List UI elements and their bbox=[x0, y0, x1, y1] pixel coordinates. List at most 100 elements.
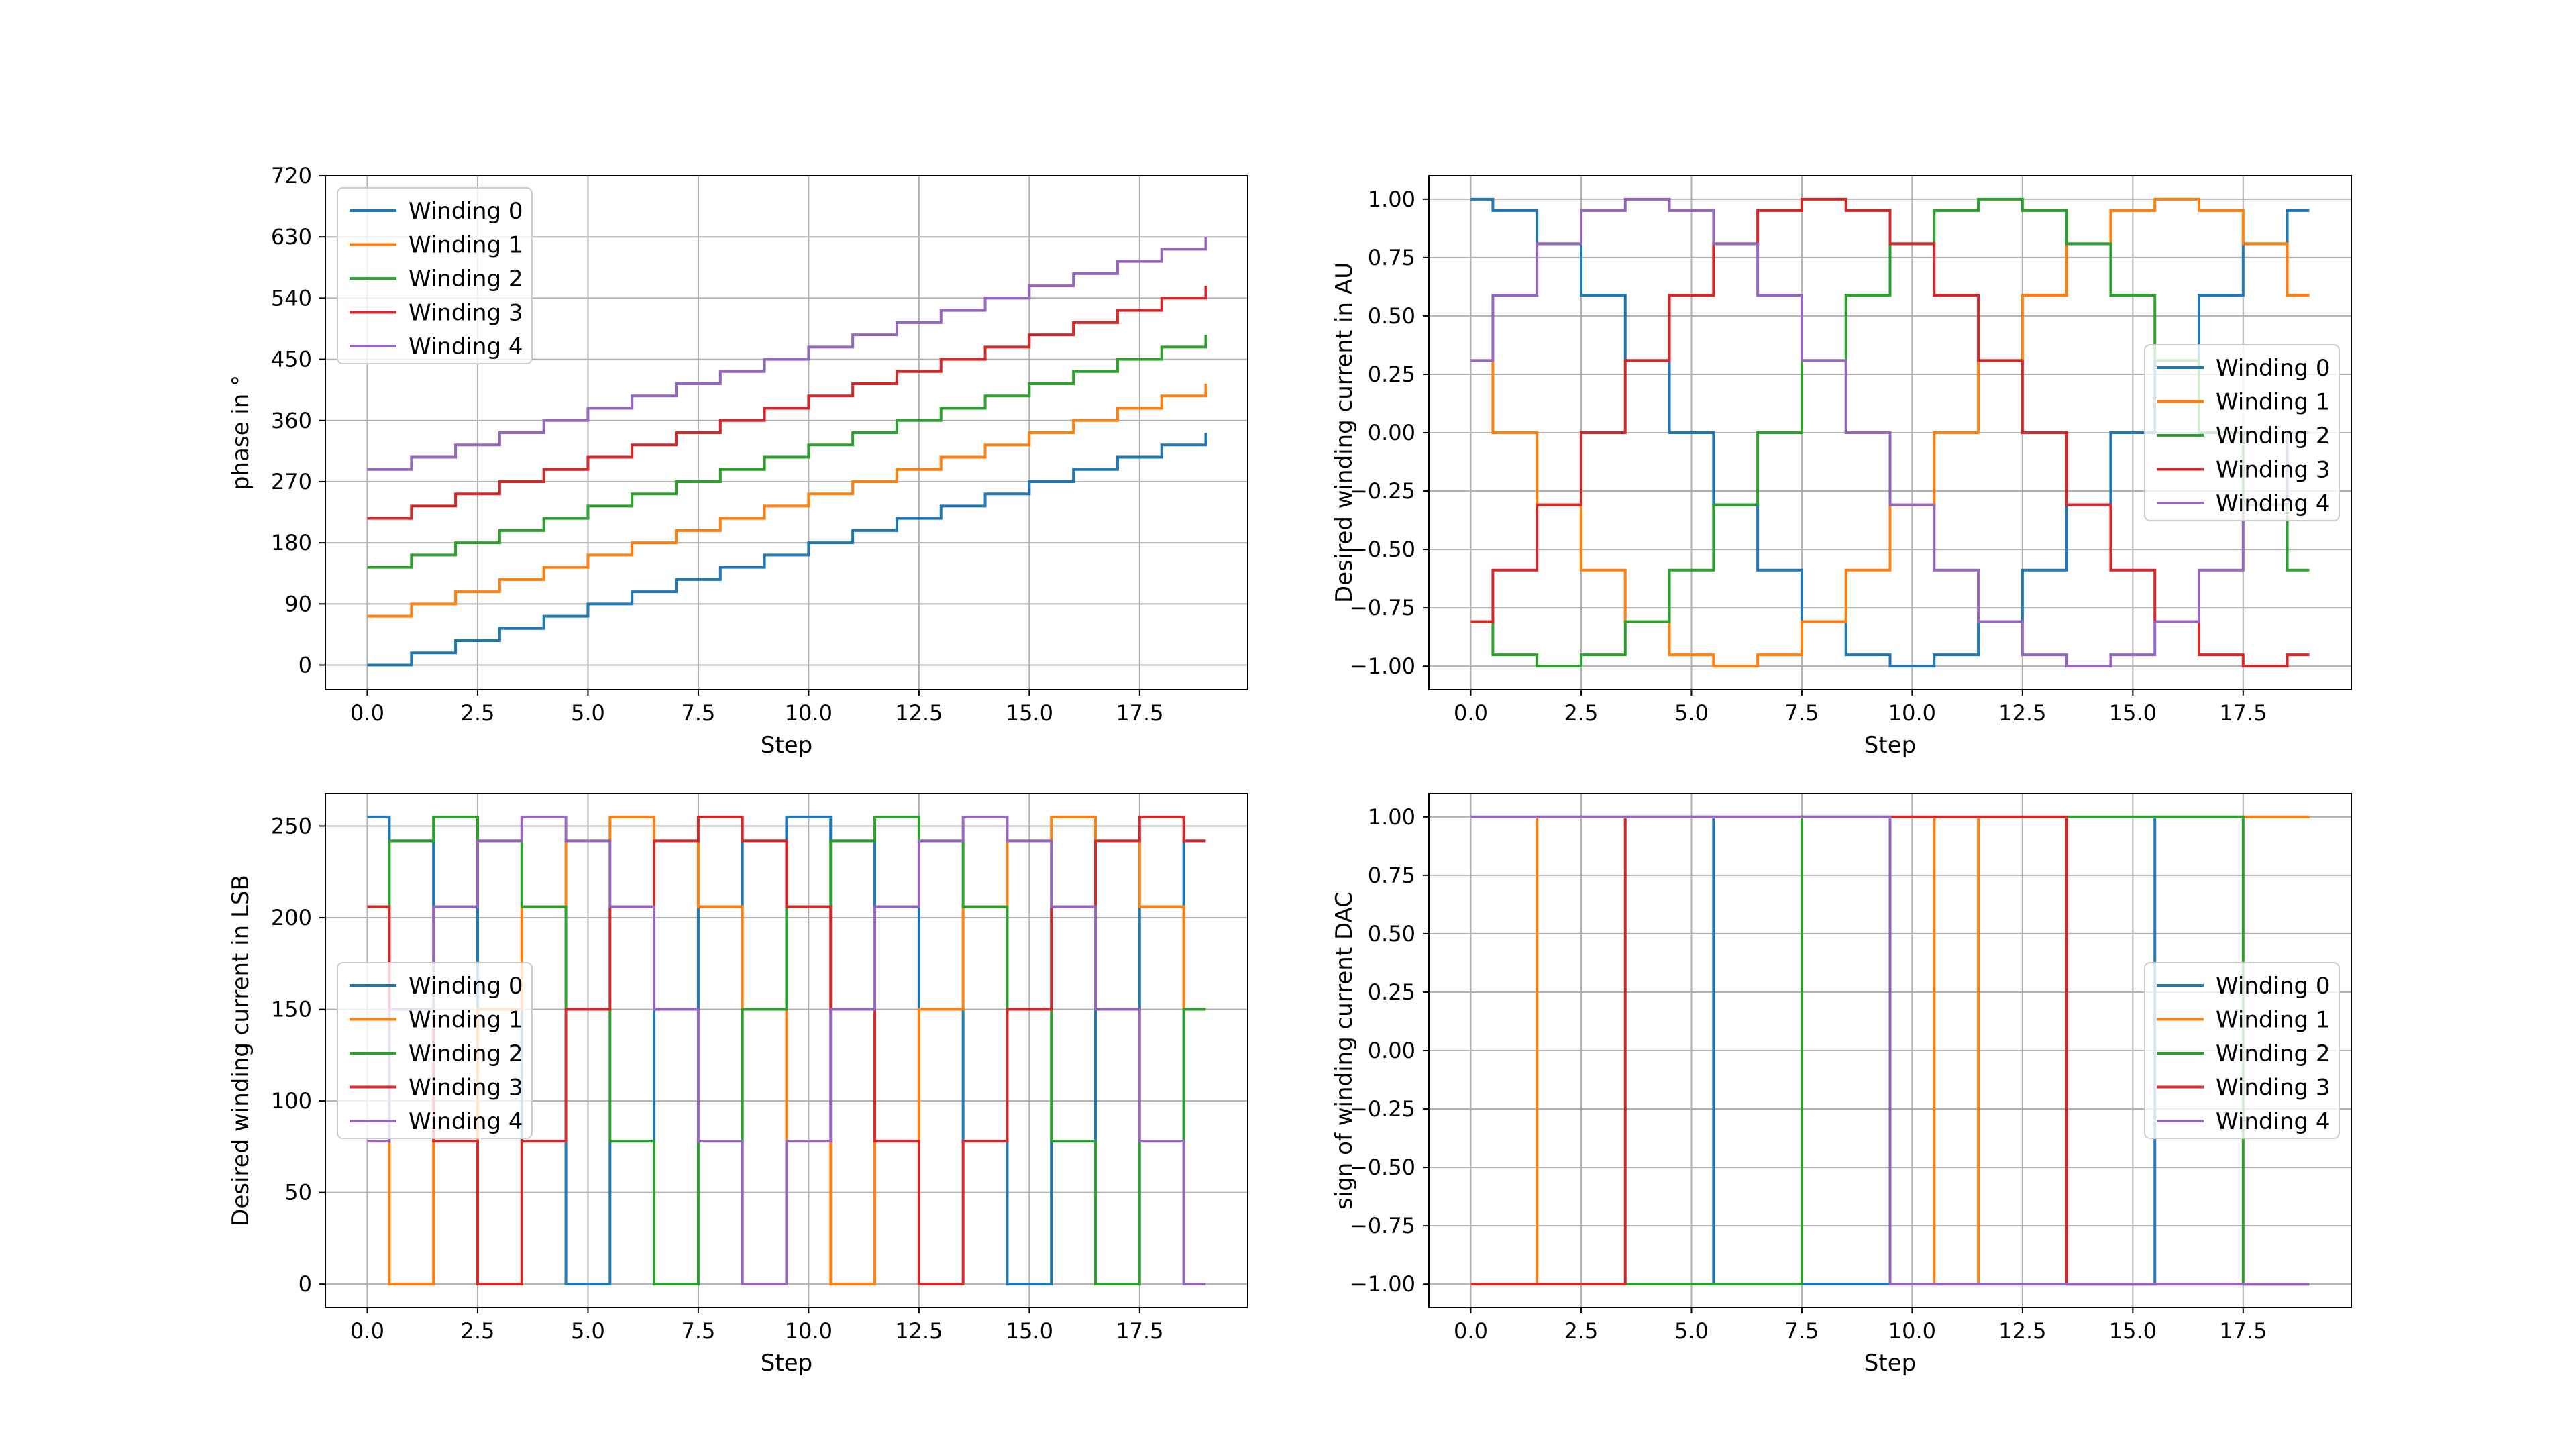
legend-label: Winding 3 bbox=[2216, 457, 2330, 484]
y-tick-label: 360 bbox=[271, 408, 312, 433]
x-tick-label: 17.5 bbox=[1116, 700, 1163, 726]
y-tick-label: 720 bbox=[271, 163, 312, 189]
legend-box bbox=[2144, 962, 2340, 1139]
x-axis-label: Step bbox=[1864, 1350, 1916, 1377]
y-tick-label: 270 bbox=[271, 469, 312, 494]
legend: Winding 0 Winding 1 Winding 2 Winding 3 Wind… bbox=[2144, 962, 2340, 1139]
x-tick-label: 17.5 bbox=[1116, 1318, 1163, 1344]
legend-label: Winding 2 bbox=[409, 1040, 523, 1067]
y-tick-label: 0 bbox=[299, 1271, 312, 1297]
x-tick-label: 2.5 bbox=[1564, 700, 1599, 726]
y-axis-label: Desired winding current in LSB bbox=[227, 875, 254, 1226]
x-tick-label: 2.5 bbox=[461, 700, 495, 726]
legend-box bbox=[337, 962, 533, 1139]
x-tick-label: 12.5 bbox=[895, 1318, 943, 1344]
y-tick-label: −0.75 bbox=[1350, 595, 1415, 621]
axes-frame bbox=[325, 175, 1248, 690]
series-line-4 bbox=[1470, 815, 2310, 1286]
series-line-1 bbox=[1470, 197, 2310, 668]
x-tick-label: 7.5 bbox=[1784, 700, 1819, 726]
x-tick-label: 10.0 bbox=[785, 1318, 833, 1344]
x-tick-label: 12.5 bbox=[895, 700, 943, 726]
legend-label: Winding 2 bbox=[2216, 423, 2330, 449]
y-tick-label: −0.75 bbox=[1350, 1213, 1415, 1238]
x-tick-label: 17.5 bbox=[2219, 700, 2267, 726]
y-tick-label: −0.25 bbox=[1350, 478, 1415, 504]
legend-label: Winding 4 bbox=[409, 1108, 523, 1135]
x-tick-label: 0.0 bbox=[1454, 1318, 1488, 1344]
legend-label: Winding 1 bbox=[2216, 389, 2330, 416]
y-tick-label: 250 bbox=[271, 813, 312, 839]
legend-label: Winding 2 bbox=[2216, 1040, 2330, 1067]
legend-label: Winding 1 bbox=[409, 1007, 523, 1034]
x-tick-label: 5.0 bbox=[571, 700, 605, 726]
y-tick-label: 200 bbox=[271, 905, 312, 930]
y-tick-label: 0.75 bbox=[1368, 245, 1415, 270]
x-tick-label: 15.0 bbox=[2109, 700, 2157, 726]
y-tick-label: 1.00 bbox=[1368, 804, 1415, 830]
y-tick-label: 100 bbox=[271, 1088, 312, 1114]
legend-box bbox=[337, 187, 533, 364]
x-tick-label: 7.5 bbox=[1784, 1318, 1819, 1344]
y-tick-label: 50 bbox=[284, 1180, 312, 1205]
y-tick-label: −1.00 bbox=[1350, 653, 1415, 679]
y-tick-label: 0.50 bbox=[1368, 921, 1415, 947]
x-tick-label: 2.5 bbox=[1564, 1318, 1599, 1344]
y-tick-label: 0 bbox=[299, 653, 312, 678]
subplot-0: 0.0 2.5 5.0 7.5 10.0 12.5 15.0 17.5 0 90 180 270 360… bbox=[227, 163, 1248, 759]
y-tick-label: 0.00 bbox=[1368, 1038, 1415, 1063]
x-tick-label: 12.5 bbox=[1998, 700, 2046, 726]
legend-label: Winding 4 bbox=[409, 333, 523, 360]
series-line-3 bbox=[367, 286, 1208, 520]
series-line-1 bbox=[367, 384, 1208, 618]
legend: Winding 0 Winding 1 Winding 2 Winding 3 Wind… bbox=[337, 962, 533, 1139]
subplot-3: 0.0 2.5 5.0 7.5 10.0 12.5 15.0 17.5 −1.00 −0.75 −0… bbox=[1331, 793, 2352, 1377]
x-tick-label: 5.0 bbox=[571, 1318, 605, 1344]
x-tick-label: 10.0 bbox=[785, 700, 833, 726]
y-tick-label: −0.50 bbox=[1350, 537, 1415, 562]
legend-label: Winding 0 bbox=[2216, 973, 2330, 1000]
y-tick-label: 0.75 bbox=[1368, 863, 1415, 888]
y-tick-label: 450 bbox=[271, 347, 312, 372]
y-tick-label: −0.50 bbox=[1350, 1155, 1415, 1180]
x-tick-label: 17.5 bbox=[2219, 1318, 2267, 1344]
subplot-1: 0.0 2.5 5.0 7.5 10.0 12.5 15.0 17.5 −1.00 −0.75 −0… bbox=[1331, 175, 2352, 759]
legend-label: Winding 0 bbox=[2216, 355, 2330, 382]
x-tick-label: 15.0 bbox=[2109, 1318, 2157, 1344]
y-tick-label: 630 bbox=[271, 224, 312, 250]
x-tick-label: 0.0 bbox=[350, 700, 384, 726]
legend-box bbox=[2144, 344, 2340, 521]
series-line-4 bbox=[1470, 197, 2310, 668]
y-tick-label: −0.25 bbox=[1350, 1096, 1415, 1122]
legend-label: Winding 4 bbox=[2216, 490, 2330, 517]
legend-label: Winding 3 bbox=[2216, 1075, 2330, 1102]
x-tick-label: 5.0 bbox=[1674, 1318, 1709, 1344]
y-tick-label: 540 bbox=[271, 285, 312, 311]
y-tick-label: 150 bbox=[271, 997, 312, 1022]
x-tick-label: 15.0 bbox=[1006, 1318, 1053, 1344]
legend-label: Winding 4 bbox=[2216, 1108, 2330, 1135]
series-line-4 bbox=[367, 237, 1208, 471]
y-axis-label: sign of winding current DAC bbox=[1331, 892, 1358, 1210]
x-tick-label: 7.5 bbox=[681, 1318, 715, 1344]
x-tick-label: 10.0 bbox=[1888, 1318, 1936, 1344]
x-tick-label: 5.0 bbox=[1674, 700, 1709, 726]
series-group bbox=[367, 237, 1208, 667]
y-tick-label: 0.25 bbox=[1368, 362, 1415, 387]
x-axis-label: Step bbox=[761, 1350, 812, 1377]
legend-label: Winding 1 bbox=[2216, 1007, 2330, 1034]
x-tick-label: 15.0 bbox=[1006, 700, 1053, 726]
y-axis-label: Desired winding current in AU bbox=[1331, 262, 1358, 603]
legend-label: Winding 2 bbox=[409, 266, 523, 292]
y-tick-label: 1.00 bbox=[1368, 186, 1415, 212]
legend-label: Winding 0 bbox=[409, 198, 523, 225]
legend-label: Winding 0 bbox=[409, 973, 523, 1000]
x-tick-label: 0.0 bbox=[350, 1318, 384, 1344]
x-tick-label: 0.0 bbox=[1454, 700, 1488, 726]
y-tick-label: 0.00 bbox=[1368, 420, 1415, 445]
y-tick-label: 180 bbox=[271, 530, 312, 555]
y-axis-label: phase in ° bbox=[227, 375, 254, 490]
legend: Winding 0 Winding 1 Winding 2 Winding 3 Wind… bbox=[337, 187, 533, 364]
y-tick-label: 0.50 bbox=[1368, 303, 1415, 329]
